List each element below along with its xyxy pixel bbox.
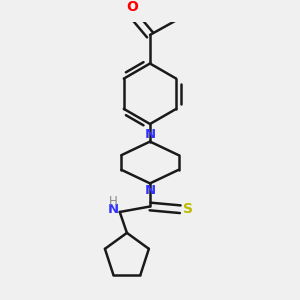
Text: N: N [144, 128, 156, 141]
Text: H: H [109, 195, 118, 208]
Text: S: S [184, 202, 194, 216]
Text: O: O [127, 0, 138, 14]
Text: N: N [144, 184, 156, 197]
Text: N: N [108, 203, 119, 216]
